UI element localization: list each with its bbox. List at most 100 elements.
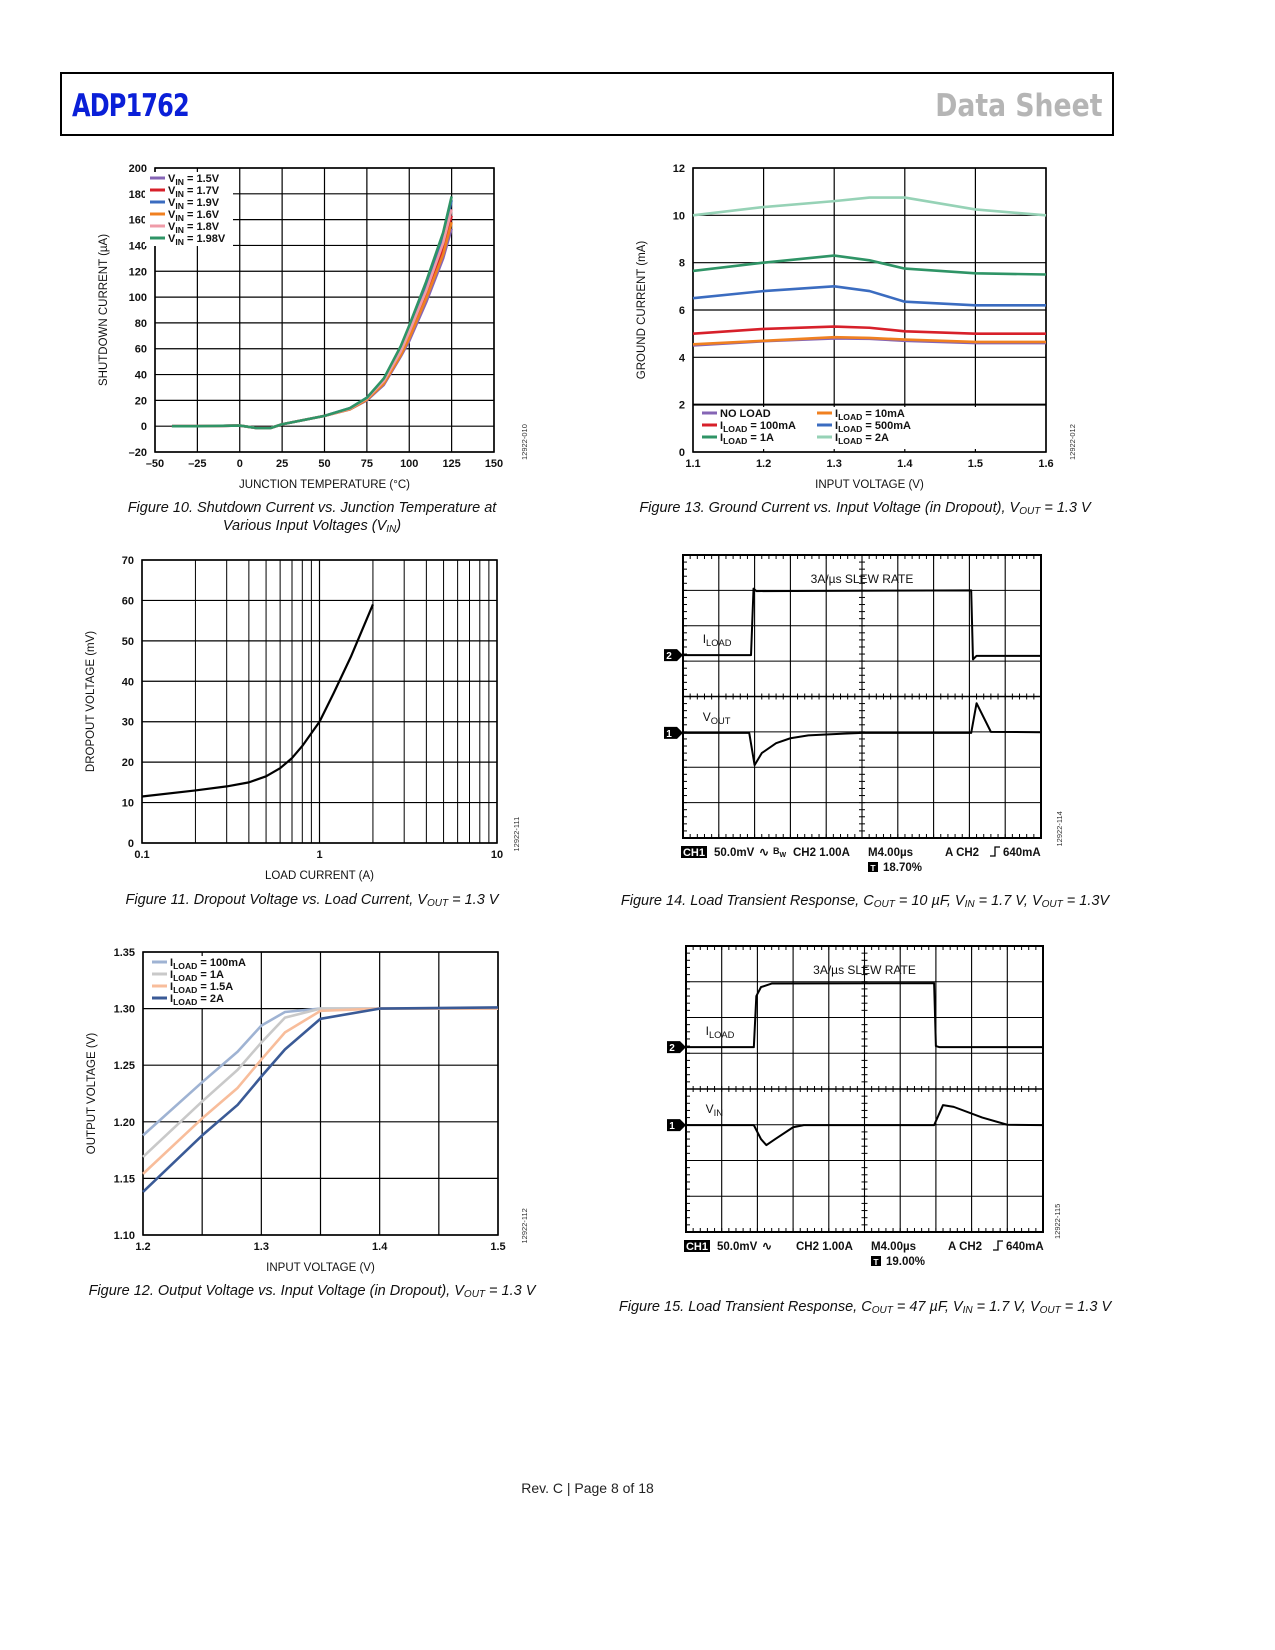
figure-id-label: 12922-010 (520, 424, 529, 460)
x-tick-label: 1.2 (756, 458, 771, 470)
fig10-chart: –50 –25 0 25 50 75 100 125 150 –20 0 20 40 60 80 100 120… (98, 163, 503, 491)
y-tick-label: 10 (122, 798, 134, 810)
caption-text: ) (396, 518, 402, 534)
caption-text: Figure 11. Dropout Voltage vs. Load Curr… (125, 892, 427, 908)
caption-text: = 47 µF, V (892, 1299, 963, 1315)
caption-text: = 10 µF, V (894, 893, 965, 909)
y-tick-label: 1.15 (114, 1173, 135, 1185)
t-badge (868, 862, 878, 872)
legend-entry: VIN = 1.8V (168, 221, 220, 235)
y-axis-label: OUTPUT VOLTAGE (V) (86, 1033, 98, 1155)
channel-trace (686, 982, 1043, 1049)
x-tick-label: 50 (318, 458, 330, 470)
caption-text: OUT (426, 898, 449, 909)
x-tick-label: 1 (316, 849, 322, 861)
legend-entry: ILOAD = 2A (835, 432, 889, 446)
legend-background (145, 172, 233, 246)
x-tick-label: 1.6 (1038, 458, 1053, 470)
ch1-scale: 50.0mV (717, 1241, 758, 1253)
caption-text: = 1.3 V (1060, 1299, 1112, 1315)
y-tick-label: 60 (122, 595, 134, 607)
y-tick-label: 1.20 (114, 1117, 135, 1129)
figure-13-caption: Figure 13. Ground Current vs. Input Volt… (615, 499, 1115, 517)
channel-marker-number: 2 (666, 651, 672, 662)
y-tick-label: 40 (135, 370, 147, 382)
y-tick-label: 1.35 (114, 947, 135, 959)
channel-label: ILOAD (703, 632, 732, 648)
figure-11-caption: Figure 11. Dropout Voltage vs. Load Curr… (92, 891, 532, 909)
x-tick-label: 75 (361, 458, 373, 470)
rising-edge-icon (990, 846, 1000, 857)
y-tick-label: 160 (129, 215, 147, 227)
y-tick-label: 6 (679, 305, 685, 317)
series-line (171, 196, 453, 430)
y-tick-label: 20 (122, 757, 134, 769)
trigger-position: 19.00% (886, 1256, 925, 1268)
channel-trace (683, 587, 1041, 661)
x-axis-label: INPUT VOLTAGE (V) (266, 1262, 375, 1274)
ch1-badge (681, 846, 707, 858)
legend-entry: ILOAD = 100mA (720, 420, 796, 434)
y-tick-label: 1.25 (114, 1060, 135, 1072)
figure-id-label: 12922-115 (1053, 1204, 1062, 1239)
series-line (692, 254, 1047, 276)
y-tick-label: 200 (129, 163, 147, 175)
legend-entry: ILOAD = 1A (720, 432, 774, 446)
slew-rate-annotation: 3A/µs SLEW RATE (813, 963, 916, 977)
t-badge-label: T (870, 863, 876, 873)
y-tick-label: –20 (129, 447, 147, 459)
channel-marker (664, 649, 683, 662)
y-tick-label: 180 (129, 189, 147, 201)
x-tick-label: –50 (146, 458, 164, 470)
plot-frame (692, 167, 1047, 453)
figure-12-caption: Figure 12. Output Voltage vs. Input Volt… (72, 1282, 552, 1300)
caption-text: Figure 12. Output Voltage vs. Input Volt… (88, 1283, 464, 1299)
ch2-scale: CH2 1.00A (796, 1241, 853, 1253)
series-line (692, 325, 1046, 335)
caption-text: OUT (873, 899, 895, 910)
y-tick-label: 0 (128, 838, 134, 850)
coupling-icon: ∿ (759, 845, 769, 859)
product-title: ADP1762 (72, 88, 190, 124)
x-tick-label: 1.3 (827, 458, 842, 470)
legend-entry: VIN = 1.6V (168, 209, 220, 223)
ch1-badge-label: CH1 (683, 847, 705, 859)
caption-text: OUT (1039, 1305, 1061, 1316)
x-axis-label: INPUT VOLTAGE (V) (815, 479, 924, 491)
x-tick-label: 150 (485, 458, 503, 470)
series-line (692, 285, 1046, 307)
caption-text: IN (964, 899, 975, 910)
caption-text: OUT (463, 1289, 486, 1300)
page-header: ADP1762 Data Sheet (60, 72, 1114, 136)
trigger-source: A CH2 (945, 847, 979, 859)
y-tick-label: 1.10 (114, 1230, 135, 1242)
ch1-badge (684, 1240, 710, 1252)
x-tick-label: 1.3 (254, 1241, 269, 1253)
fig15-scope: 3A/µs SLEW RATE 2 ILOAD 1 VIN CH1 50.0mV ∿ CH2 1… (667, 945, 1044, 1268)
series-line (141, 604, 374, 798)
y-tick-label: 140 (129, 240, 147, 252)
bandwidth-limit-label: BW (773, 846, 787, 859)
series-line (692, 196, 1047, 217)
channel-marker-number: 1 (666, 729, 672, 740)
y-axis-label: GROUND CURRENT (mA) (636, 241, 648, 380)
slew-rate-annotation: 3A/µs SLEW RATE (811, 572, 914, 586)
x-tick-label: 1.4 (372, 1241, 388, 1253)
x-tick-label: 10 (491, 849, 503, 861)
caption-text: = 1.3 V (485, 1283, 536, 1299)
plot-frame (141, 559, 498, 844)
document-type: Data Sheet (934, 88, 1102, 124)
caption-text: = 1.3 V (1040, 500, 1091, 516)
caption-text: OUT (1041, 899, 1063, 910)
caption-text: = 1.7 V, V (972, 1299, 1040, 1315)
x-tick-label: 1.5 (968, 458, 983, 470)
channel-marker (664, 726, 683, 739)
trigger-level: 640mA (1003, 847, 1041, 859)
figure-id-label: 12922-114 (1055, 811, 1064, 846)
figure-id-label: 12922-012 (1068, 424, 1077, 460)
x-tick-label: 125 (442, 458, 460, 470)
y-tick-label: 20 (135, 395, 147, 407)
y-tick-label: 8 (679, 258, 685, 270)
